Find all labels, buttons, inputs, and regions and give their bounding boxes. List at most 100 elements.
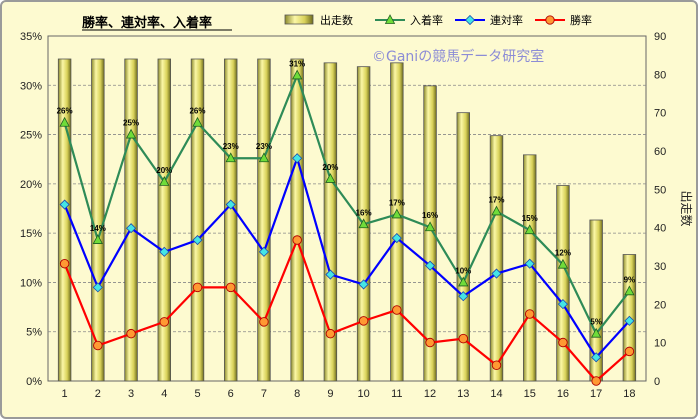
marker-triangle [92,234,103,244]
x-tick-label: 17 [590,388,602,400]
bar [224,58,238,382]
y-left-tick-label: 15% [20,228,42,240]
y-left-tick-label: 10% [20,277,42,289]
axes: 0%5%10%15%20%25%30%35%010203040506070809… [20,31,694,400]
y-right-tick-label: 0 [654,376,660,388]
bar [423,85,437,382]
lines [63,72,631,383]
marker-diamond [258,246,270,257]
x-tick-label: 13 [457,388,469,400]
marker-circle [524,309,535,319]
marker-diamond [292,153,303,164]
marker-circle [491,360,502,370]
bar [489,135,504,382]
marker-diamond [624,315,635,326]
y-right-tick-label: 90 [654,31,666,43]
marker-diamond [591,352,602,363]
markers [59,69,635,386]
x-tick-label: 5 [194,388,200,400]
marker-diamond [225,199,236,210]
y-right-tick-label: 80 [654,69,666,81]
data-label: 26% [189,107,205,116]
plot-area [47,35,647,382]
y-right-axis-label: 出走数 [679,190,694,226]
marker-triangle [325,173,336,183]
y-left-tick-label: 35% [20,31,42,43]
marker-diamond [125,223,137,234]
marker-triangle [292,69,303,80]
y-left-tick-label: 25% [20,130,42,142]
marker-triangle [225,152,236,163]
marker-circle [458,333,469,344]
legend-label: 出走数 [320,13,353,27]
y-right-tick-label: 20 [654,299,666,311]
series-line [63,72,631,336]
x-tick-label: 16 [557,388,569,400]
marker-triangle [458,276,469,287]
bar [456,112,470,382]
x-tick-label: 4 [161,388,167,400]
legend-marker [464,14,476,26]
x-tick-label: 3 [128,388,134,400]
marker-diamond [557,299,569,310]
legend-marker [384,14,396,24]
data-label: 15% [522,214,538,223]
x-tick-label: 1 [62,388,68,400]
data-label: 5% [590,318,602,327]
data-label: 23% [223,142,239,151]
marker-circle [93,340,103,351]
chart-title: 勝率、連対率、入着率 [82,15,212,31]
marker-diamond [192,234,203,246]
marker-circle [624,346,635,357]
marker-circle [126,328,136,339]
bar [323,62,338,382]
legend-label: 勝率 [570,13,592,27]
data-label: 23% [256,142,272,151]
marker-triangle [624,285,635,296]
marker-triangle [524,224,535,235]
marker-diamond [491,268,502,279]
marker-diamond [358,279,369,290]
marker-circle [159,317,170,327]
marker-triangle [192,116,203,127]
y-left-tick-label: 5% [26,327,42,339]
marker-diamond [59,199,70,210]
y-left-tick-label: 20% [20,179,42,191]
bar [190,58,205,382]
x-tick-label: 11 [391,388,402,400]
marker-circle [325,328,336,339]
x-tick-label: 7 [261,388,267,400]
x-tick-label: 15 [524,388,536,400]
legend-label: 入着率 [410,13,443,27]
y-right-tick-label: 40 [654,223,666,235]
marker-circle [225,282,236,293]
marker-triangle [491,205,502,216]
marker-diamond [524,258,535,269]
y-right-tick-label: 10 [654,338,666,350]
data-label: 14% [90,224,106,233]
marker-triangle [591,327,602,338]
marker-diamond [391,233,402,244]
marker-diamond [424,260,436,271]
data-label: 17% [389,198,405,207]
grid [47,35,647,382]
legend: 出走数 入着率 連対率 勝率 [284,13,592,27]
marker-circle [259,317,269,327]
data-label: 17% [488,195,504,204]
x-tick-label: 12 [424,388,436,400]
data-label: 20% [322,163,338,172]
data-label: 25% [123,119,139,128]
data-label: 9% [624,275,636,284]
data-label: 12% [555,249,571,258]
y-right-tick-label: 60 [654,146,666,158]
legend-label: 連対率 [490,13,523,27]
marker-diamond [458,291,469,302]
data-label: 16% [422,211,438,220]
x-tick-label: 14 [490,388,502,400]
x-tick-label: 2 [95,388,101,400]
marker-circle [358,316,369,326]
x-tick-label: 6 [228,388,234,400]
marker-circle [425,337,435,348]
marker-diamond [92,282,103,293]
